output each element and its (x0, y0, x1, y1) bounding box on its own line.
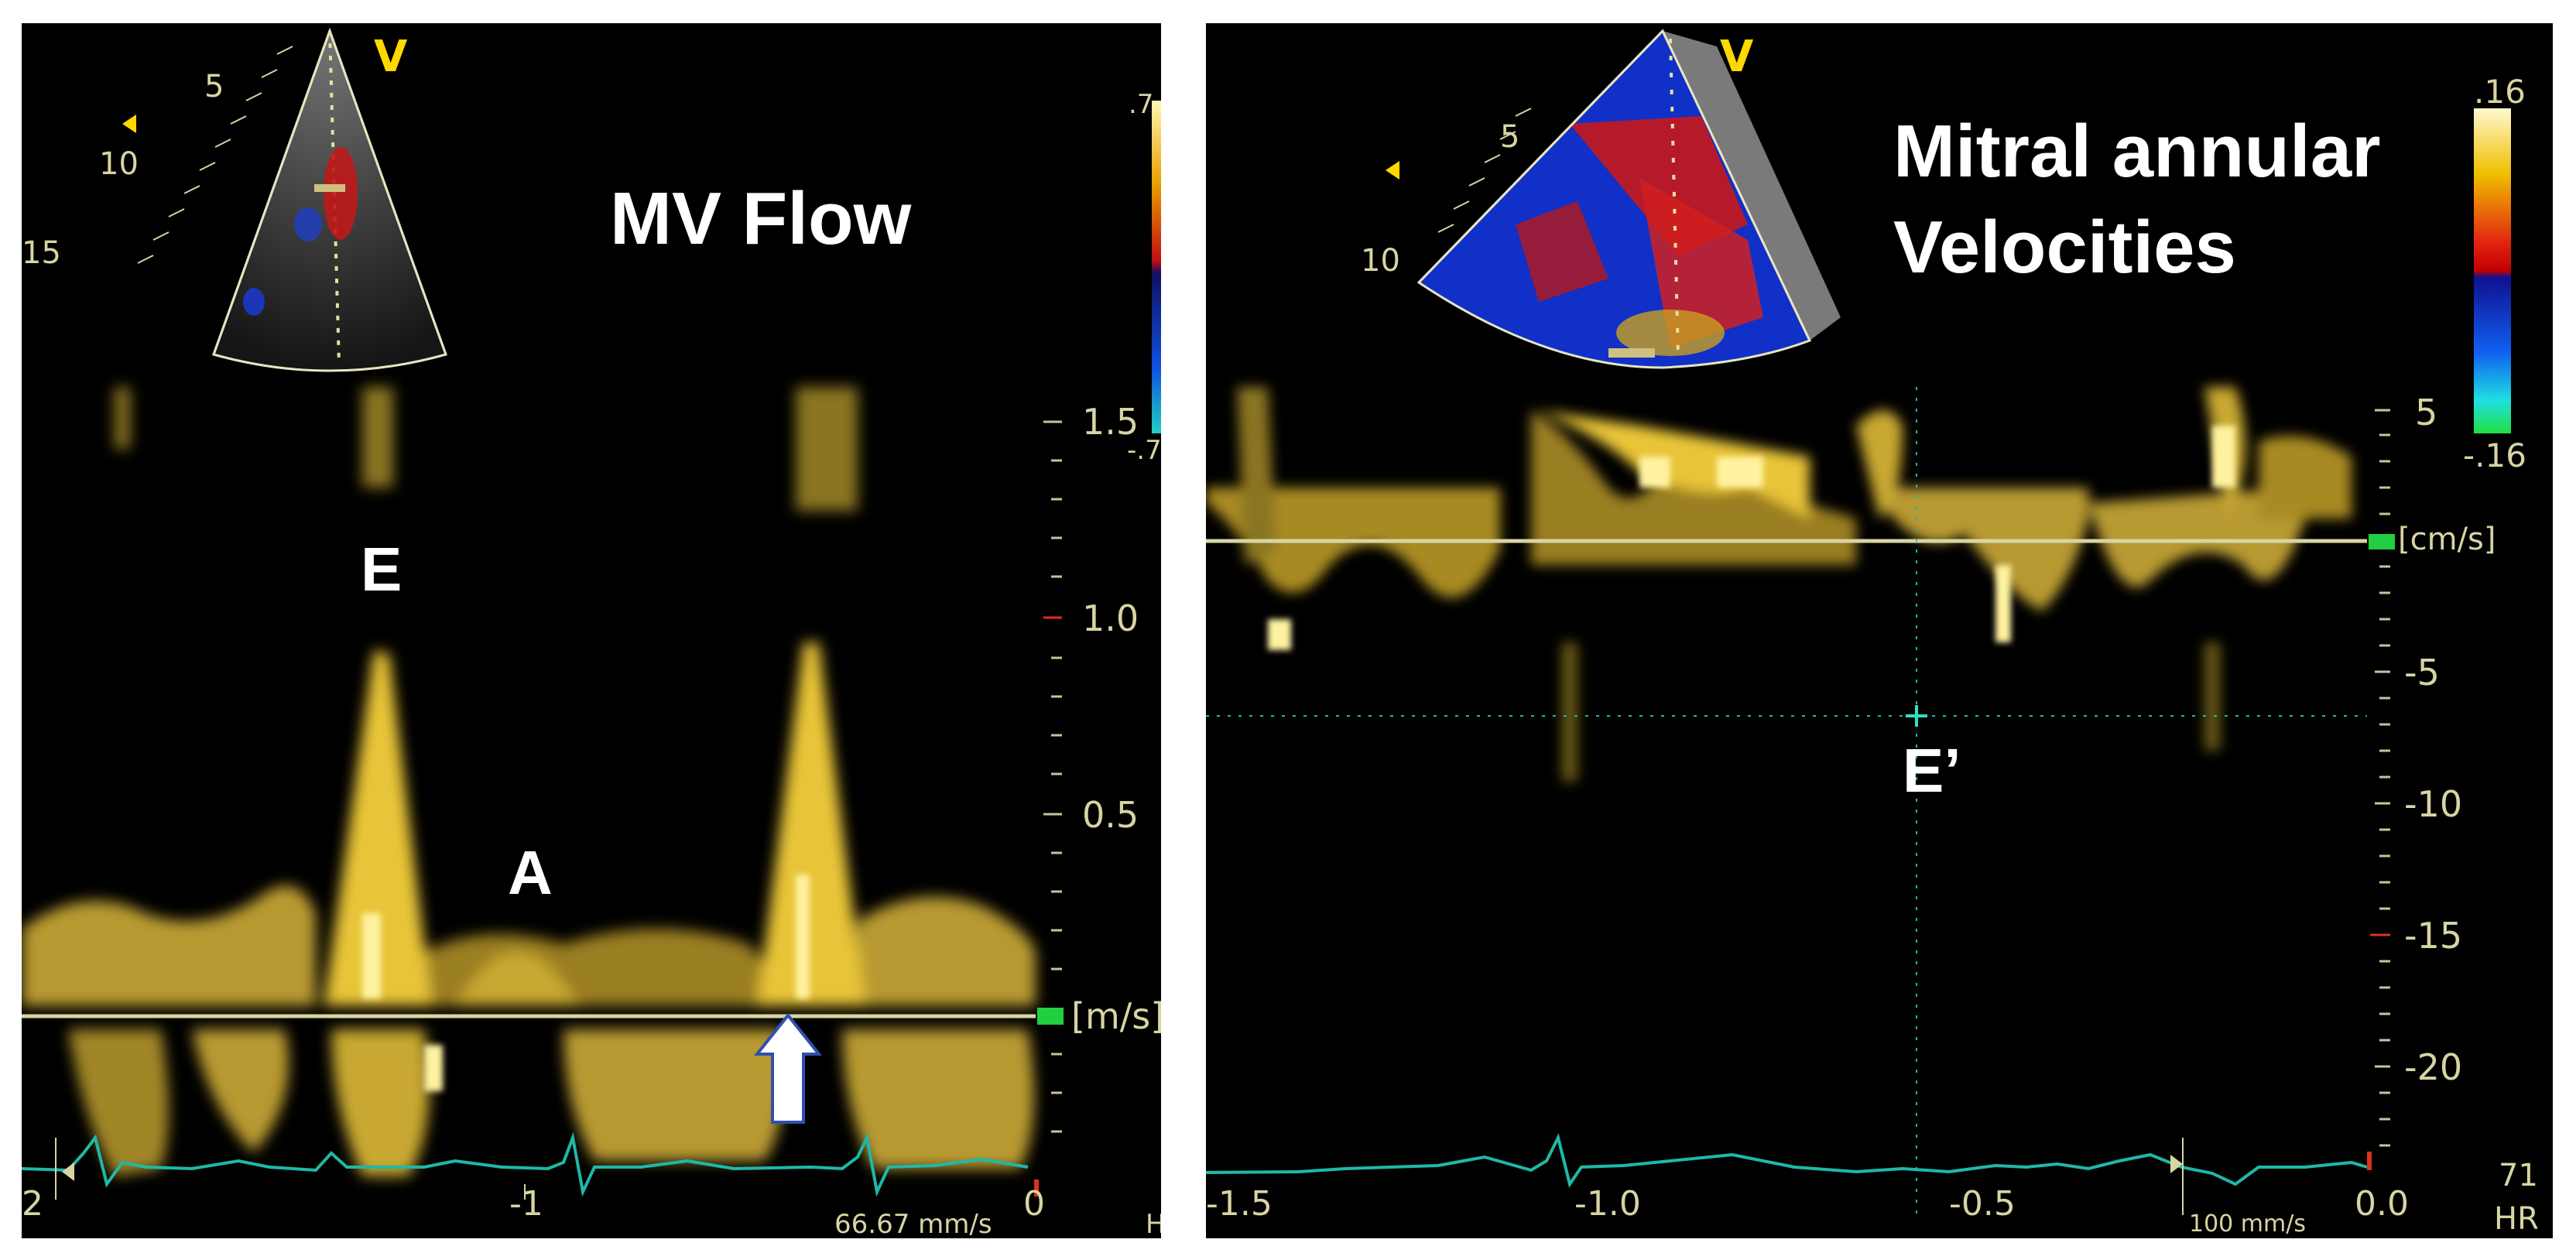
velocity-unit: [m/s] (1071, 995, 1161, 1037)
x-tick-0-0: 0.0 (2355, 1184, 2409, 1224)
color-scale-min: -.16 (2463, 436, 2526, 474)
y-tick-minus-10: -10 (2404, 783, 2463, 825)
x-tick-2: 2 (22, 1184, 43, 1224)
echo-sector-image (122, 27, 447, 372)
e-wave-label: E (361, 535, 402, 604)
sector-mark: V (374, 32, 408, 82)
y-tick-5: 5 (2415, 392, 2438, 433)
cursor-crosshair-icon (1906, 705, 1927, 727)
x-tick-minus-0-5: -0.5 (1949, 1184, 2016, 1224)
baseline-marker (2369, 534, 2395, 549)
ecg-trace (1206, 1133, 2368, 1188)
y-tick-minus-5: -5 (2404, 652, 2440, 693)
tdi-doppler-spectrum (1206, 387, 2352, 782)
mv-flow-graphic: 5 10 15 V (22, 27, 1161, 1200)
sector-depth-5: 5 (204, 69, 224, 104)
x-tick-minus-1-5: -1.5 (1206, 1184, 1273, 1224)
ecg-trace (22, 1131, 1029, 1197)
color-scale-max: .7 (1129, 89, 1154, 120)
panel-title: MV Flow (610, 177, 912, 260)
baseline-marker (1037, 1008, 1064, 1025)
sector-depth-5: 5 (1500, 119, 1519, 155)
y-tick-minus-20: -20 (2404, 1046, 2463, 1088)
mv-flow-panel: 5 10 15 V (22, 23, 1161, 1238)
y-tick-0-5: 0.5 (1082, 794, 1139, 836)
mv-doppler-spectrum (22, 387, 1036, 1176)
up-arrow-icon (753, 1012, 823, 1124)
mitral-annular-panel: 5 10 V (1206, 23, 2553, 1238)
tdi-sector-image (1386, 29, 1841, 369)
panel-title-line2: Velocities (1893, 206, 2236, 289)
y-tick-1-5: 1.5 (1082, 401, 1139, 443)
tdi-graphic: 5 10 V (1206, 29, 2511, 1215)
sector-depth-10: 10 (99, 146, 139, 182)
velocity-scale (2370, 409, 2390, 1147)
e-prime-label: E’ (1903, 736, 1961, 805)
a-wave-label: A (508, 838, 553, 907)
hr-label: HR (2494, 1201, 2539, 1237)
sector-mark: V (1720, 32, 1754, 82)
sector-depth-15: 15 (22, 235, 61, 271)
x-tick-0: 0 (1023, 1184, 1045, 1224)
velocity-unit: [cm/s] (2398, 522, 2496, 557)
color-scale-bar (1152, 101, 1161, 433)
sweep-speed: 66.67 mm/s (834, 1209, 992, 1238)
x-tick-minus-1: -1 (509, 1184, 543, 1224)
hr-value: 71 (2499, 1158, 2538, 1193)
color-scale-bar (2474, 108, 2511, 433)
sweep-speed: 100 mm/s (2189, 1210, 2306, 1238)
y-tick-minus-15: -15 (2404, 915, 2463, 957)
panel-title-line1: Mitral annular (1893, 110, 2381, 193)
y-tick-1-0: 1.0 (1082, 597, 1139, 639)
color-scale-min: -.7 (1127, 435, 1161, 466)
sector-depth-10: 10 (1361, 243, 1400, 279)
color-scale-max: .16 (2474, 73, 2526, 111)
velocity-scale (1043, 420, 1062, 1133)
x-tick-minus-1-0: -1.0 (1574, 1184, 1641, 1224)
hr-label: H (1146, 1209, 1161, 1238)
